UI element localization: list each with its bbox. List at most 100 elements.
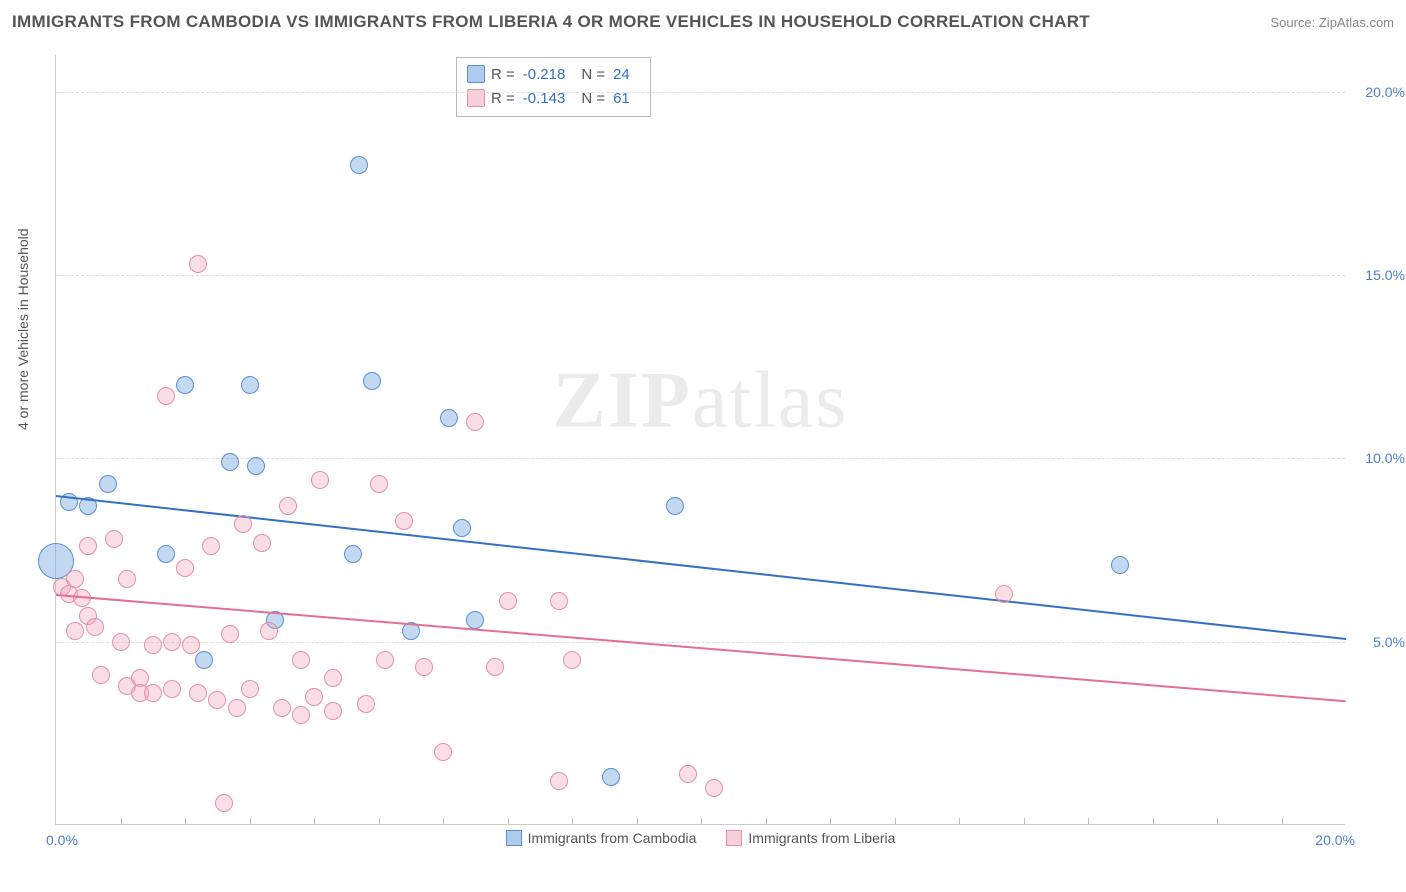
data-point (1111, 556, 1129, 574)
y-tick-label: 15.0% (1365, 267, 1405, 283)
x-minor-tick (830, 818, 831, 824)
data-point (105, 530, 123, 548)
data-point (453, 519, 471, 537)
x-minor-tick (1217, 818, 1218, 824)
legend-swatch-blue (506, 830, 522, 846)
data-point (376, 651, 394, 669)
data-point (602, 768, 620, 786)
data-point (273, 699, 291, 717)
data-point (118, 570, 136, 588)
y-tick-label: 20.0% (1365, 84, 1405, 100)
data-point (99, 475, 117, 493)
data-point (324, 669, 342, 687)
legend-swatch-pink (726, 830, 742, 846)
data-point (189, 255, 207, 273)
data-point (350, 156, 368, 174)
x-minor-tick (121, 818, 122, 824)
data-point (163, 633, 181, 651)
legend-stats-row: R = -0.218 N = 24 (467, 62, 640, 86)
data-point (415, 658, 433, 676)
x-minor-tick (314, 818, 315, 824)
x-minor-tick (1024, 818, 1025, 824)
data-point (292, 651, 310, 669)
data-point (305, 688, 323, 706)
data-point (666, 497, 684, 515)
data-point (157, 387, 175, 405)
data-point (182, 636, 200, 654)
legend-label: Immigrants from Liberia (748, 830, 895, 846)
data-point (486, 658, 504, 676)
data-point (66, 570, 84, 588)
x-minor-tick (379, 818, 380, 824)
data-point (234, 515, 252, 533)
y-tick-label: 5.0% (1373, 634, 1405, 650)
data-point (550, 772, 568, 790)
data-point (679, 765, 697, 783)
data-point (279, 497, 297, 515)
data-point (440, 409, 458, 427)
x-minor-tick (701, 818, 702, 824)
legend-label: Immigrants from Cambodia (528, 830, 697, 846)
plot-area: ZIPatlas R = -0.218 N = 24 R = -0.143 N … (55, 55, 1345, 825)
data-point (144, 636, 162, 654)
data-point (66, 622, 84, 640)
r-value-blue: -0.218 (523, 66, 566, 83)
data-point (344, 545, 362, 563)
data-point (189, 684, 207, 702)
data-point (466, 611, 484, 629)
data-point (241, 680, 259, 698)
x-minor-tick (766, 818, 767, 824)
data-point (176, 376, 194, 394)
x-minor-tick (443, 818, 444, 824)
data-point (705, 779, 723, 797)
data-point (86, 618, 104, 636)
gridline (56, 92, 1345, 93)
legend-item: Immigrants from Cambodia (506, 830, 697, 846)
data-point (563, 651, 581, 669)
data-point (221, 453, 239, 471)
data-point (370, 475, 388, 493)
data-point (434, 743, 452, 761)
x-minor-tick (895, 818, 896, 824)
data-point (311, 471, 329, 489)
x-minor-tick (185, 818, 186, 824)
data-point (357, 695, 375, 713)
data-point (995, 585, 1013, 603)
data-point (253, 534, 271, 552)
data-point (260, 622, 278, 640)
data-point (176, 559, 194, 577)
chart-title: IMMIGRANTS FROM CAMBODIA VS IMMIGRANTS F… (12, 12, 1090, 32)
data-point (221, 625, 239, 643)
data-point (195, 651, 213, 669)
data-point (395, 512, 413, 530)
data-point (550, 592, 568, 610)
gridline (56, 275, 1345, 276)
chart-container: IMMIGRANTS FROM CAMBODIA VS IMMIGRANTS F… (0, 0, 1406, 892)
data-point (241, 376, 259, 394)
data-point (79, 537, 97, 555)
data-point (112, 633, 130, 651)
n-value-blue: 24 (613, 66, 630, 83)
x-minor-tick (637, 818, 638, 824)
data-point (163, 680, 181, 698)
x-minor-tick (250, 818, 251, 824)
x-minor-tick (1282, 818, 1283, 824)
data-point (215, 794, 233, 812)
data-point (228, 699, 246, 717)
data-point (144, 684, 162, 702)
x-minor-tick (572, 818, 573, 824)
x-minor-tick (508, 818, 509, 824)
gridline (56, 642, 1345, 643)
source-label: Source: ZipAtlas.com (1270, 15, 1394, 30)
legend-stats-row: R = -0.143 N = 61 (467, 86, 640, 110)
legend-item: Immigrants from Liberia (726, 830, 895, 846)
data-point (363, 372, 381, 390)
x-minor-tick (959, 818, 960, 824)
bottom-legend: Immigrants from Cambodia Immigrants from… (56, 830, 1345, 846)
x-minor-tick (1153, 818, 1154, 824)
trend-line (56, 495, 1346, 640)
data-point (466, 413, 484, 431)
data-point (324, 702, 342, 720)
data-point (292, 706, 310, 724)
legend-swatch-blue (467, 65, 485, 83)
